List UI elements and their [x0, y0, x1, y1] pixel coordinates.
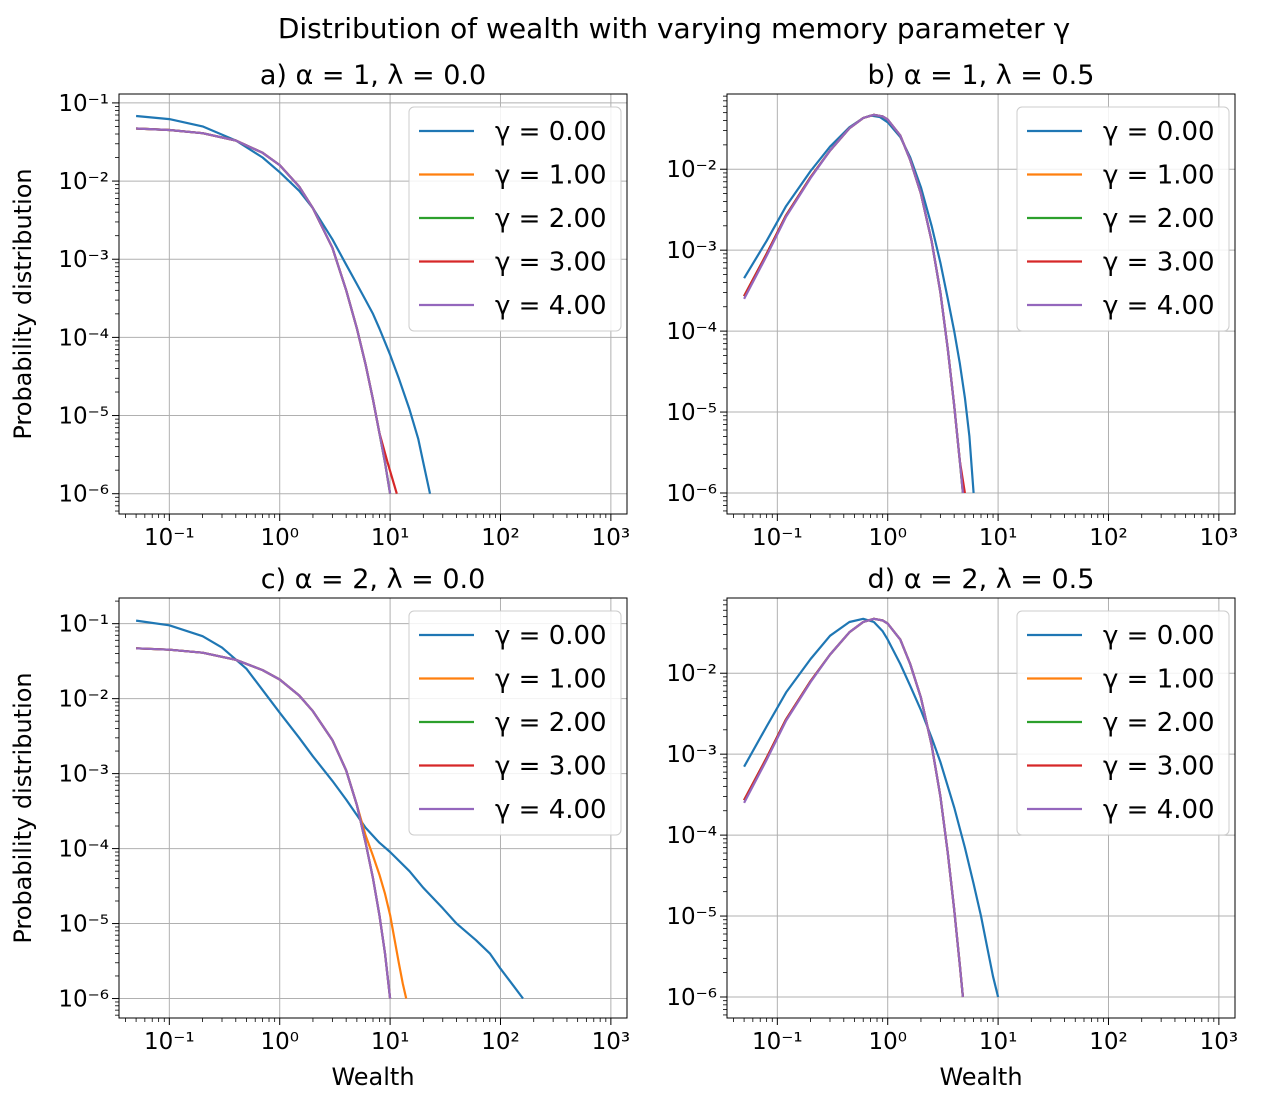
y-tick-label: 10⁻⁶ [666, 985, 717, 1011]
x-tick-label: 10⁻¹ [144, 525, 195, 551]
x-tick-label: 10³ [1200, 525, 1239, 551]
y-tick-label: 10⁻² [58, 687, 109, 713]
panel-title: d) α = 2, λ = 0.5 [868, 564, 1095, 595]
x-tick-label: 10³ [592, 1029, 631, 1055]
legend-label: γ = 1.00 [495, 161, 607, 191]
legend-label: γ = 0.00 [495, 621, 607, 651]
y-tick-label: 10⁻⁴ [58, 837, 109, 863]
x-axis-label: Wealth [939, 1063, 1022, 1091]
y-tick-label: 10⁻³ [58, 762, 109, 788]
legend-label: γ = 0.00 [1103, 621, 1215, 651]
legend-box [1016, 106, 1230, 332]
x-tick-label: 10² [481, 525, 520, 551]
legend-label: γ = 0.00 [495, 117, 607, 147]
legend-label: γ = 1.00 [1103, 665, 1215, 695]
x-tick-label: 10⁻¹ [752, 525, 803, 551]
legend-label: γ = 3.00 [1103, 752, 1215, 782]
series-line [136, 127, 398, 495]
x-tick-label: 10¹ [979, 1029, 1018, 1055]
y-tick-label: 10⁻¹ [58, 612, 109, 638]
legend-label: γ = 4.00 [495, 795, 607, 825]
x-tick-label: 10⁰ [260, 1029, 299, 1055]
y-tick-label: 10⁻² [58, 169, 109, 195]
series-line [743, 113, 964, 494]
plot-frame [726, 597, 1236, 1019]
y-tick-label: 10⁻⁵ [666, 400, 717, 426]
legend-label: γ = 3.00 [1103, 248, 1215, 278]
legend-box [408, 106, 622, 332]
plot-frame [726, 93, 1236, 515]
legend-label: γ = 4.00 [1103, 291, 1215, 321]
legend-label: γ = 2.00 [1103, 204, 1215, 234]
legend-label: γ = 1.00 [495, 665, 607, 695]
x-tick-label: 10³ [592, 525, 631, 551]
legend-box [408, 610, 622, 836]
panel-a: a) α = 1, λ = 0.0 10⁻¹ 10⁰ 10¹ 10² 10³ 10⁻¹ 10⁻… [9, 60, 630, 551]
series-line [743, 617, 964, 998]
y-tick-label: 10⁻⁶ [58, 482, 109, 508]
x-tick-label: 10¹ [979, 525, 1018, 551]
plot-frame [118, 93, 628, 515]
x-tick-label: 10¹ [371, 525, 410, 551]
panel-title: b) α = 1, λ = 0.5 [868, 60, 1095, 91]
y-tick-label: 10⁻³ [666, 742, 717, 768]
panel-title: c) α = 2, λ = 0.0 [261, 564, 486, 595]
y-tick-label: 10⁻⁶ [58, 987, 109, 1013]
series-line [136, 647, 392, 999]
y-tick-label: 10⁻⁵ [58, 912, 109, 938]
series-line [136, 647, 392, 999]
x-tick-label: 10⁻¹ [144, 1029, 195, 1055]
y-tick-label: 10⁻⁵ [666, 904, 717, 930]
legend-box [1016, 610, 1230, 836]
panel-d: d) α = 2, λ = 0.5 10⁻¹ 10⁰ 10¹ 10² 10³ 10⁻² 10⁻… [666, 564, 1238, 1091]
y-tick-label: 10⁻⁴ [666, 823, 717, 849]
y-axis-label: Probability distribution [9, 168, 37, 439]
x-tick-label: 10⁰ [868, 1029, 907, 1055]
series-line [136, 127, 392, 494]
y-tick-label: 10⁻⁴ [58, 325, 109, 351]
y-tick-label: 10⁻² [666, 157, 717, 183]
y-tick-label: 10⁻³ [58, 247, 109, 273]
panel-title: a) α = 1, λ = 0.0 [260, 60, 486, 91]
series-line [743, 617, 1000, 998]
legend-label: γ = 3.00 [495, 248, 607, 278]
x-tick-label: 10⁰ [260, 525, 299, 551]
legend-label: γ = 2.00 [495, 204, 607, 234]
x-tick-label: 10² [481, 1029, 520, 1055]
figure-title: Distribution of wealth with varying memo… [278, 12, 1070, 45]
series-line [743, 114, 975, 494]
series-line [135, 114, 432, 494]
x-tick-label: 10² [1089, 525, 1128, 551]
y-tick-label: 10⁻⁴ [666, 319, 717, 345]
x-tick-label: 10¹ [371, 1029, 410, 1055]
panel-b: b) α = 1, λ = 0.5 10⁻¹ 10⁰ 10¹ 10² 10³ 10⁻² 10⁻… [666, 60, 1238, 551]
x-axis-label: Wealth [331, 1063, 414, 1091]
y-tick-label: 10⁻⁵ [58, 404, 109, 430]
y-tick-label: 10⁻³ [666, 238, 717, 264]
series-line [136, 647, 392, 999]
x-tick-label: 10² [1089, 1029, 1128, 1055]
x-tick-label: 10³ [1200, 1029, 1239, 1055]
legend-label: γ = 2.00 [1103, 708, 1215, 738]
plot-frame [118, 597, 628, 1019]
legend-label: γ = 0.00 [1103, 117, 1215, 147]
legend-label: γ = 1.00 [1103, 161, 1215, 191]
y-tick-label: 10⁻¹ [58, 91, 109, 117]
x-tick-label: 10⁰ [868, 525, 907, 551]
legend-label: γ = 3.00 [495, 752, 607, 782]
x-tick-label: 10⁻¹ [752, 1029, 803, 1055]
panel-c: c) α = 2, λ = 0.0 10⁻¹ 10⁰ 10¹ 10² 10³ 10⁻¹ 10⁻… [9, 564, 630, 1091]
y-tick-label: 10⁻⁶ [666, 481, 717, 507]
y-tick-label: 10⁻² [666, 661, 717, 687]
legend-label: γ = 4.00 [495, 291, 607, 321]
y-axis-label: Probability distribution [9, 672, 37, 943]
legend-label: γ = 4.00 [1103, 795, 1215, 825]
legend-label: γ = 2.00 [495, 708, 607, 738]
